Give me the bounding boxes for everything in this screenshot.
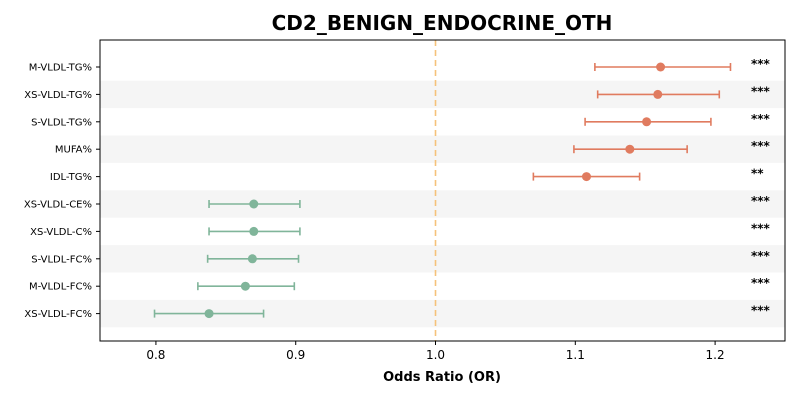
significance-label: *** bbox=[751, 276, 771, 290]
or-point bbox=[204, 309, 214, 319]
significance-label: *** bbox=[751, 249, 771, 263]
significance-label: *** bbox=[751, 139, 771, 153]
row-band bbox=[100, 245, 785, 273]
y-tick-label: XS-VLDL-C% bbox=[30, 227, 92, 238]
or-point bbox=[581, 172, 591, 182]
x-axis-ticks: 0.8 0.9 1.0 1.1 1.2 bbox=[146, 341, 725, 362]
or-point bbox=[249, 199, 259, 209]
y-tick-label: MUFA% bbox=[55, 145, 92, 156]
row-bands bbox=[100, 80, 785, 328]
x-tick-label: 1.1 bbox=[566, 348, 585, 362]
y-tick-label: M-VLDL-TG% bbox=[29, 63, 92, 74]
x-tick-label: 0.9 bbox=[286, 348, 305, 362]
plot-frame bbox=[99, 39, 786, 342]
significance-label: *** bbox=[751, 57, 771, 71]
or-point bbox=[249, 226, 259, 236]
y-tick-label: XS-VLDL-TG% bbox=[24, 90, 92, 101]
significance-labels: ***************************** bbox=[751, 57, 771, 318]
or-point bbox=[656, 62, 666, 72]
or-point bbox=[625, 144, 635, 154]
x-axis-label: Odds Ratio (OR) bbox=[383, 370, 501, 385]
y-tick-label: M-VLDL-FC% bbox=[29, 282, 92, 293]
chart-title: CD2_BENIGN_ENDOCRINE_OTH bbox=[272, 11, 613, 35]
y-tick-label: XS-VLDL-CE% bbox=[24, 200, 92, 211]
y-tick-label: S-VLDL-TG% bbox=[31, 117, 92, 128]
x-tick-label: 1.0 bbox=[426, 348, 445, 362]
y-axis-ticks: M-VLDL-TG% XS-VLDL-TG% S-VLDL-TG% MUFA% IDL-… bbox=[24, 63, 100, 320]
or-point bbox=[653, 89, 663, 99]
y-tick-label: IDL-TG% bbox=[50, 172, 92, 183]
y-tick-label: S-VLDL-FC% bbox=[31, 254, 92, 265]
significance-label: *** bbox=[751, 112, 771, 126]
or-point bbox=[240, 281, 250, 291]
significance-label: *** bbox=[751, 84, 771, 98]
significance-label: ** bbox=[751, 167, 764, 181]
data-marks bbox=[153, 62, 732, 319]
x-tick-label: 0.8 bbox=[146, 348, 165, 362]
significance-label: *** bbox=[751, 304, 771, 318]
significance-label: *** bbox=[751, 221, 771, 235]
or-point bbox=[247, 254, 257, 264]
x-tick-label: 1.2 bbox=[706, 348, 725, 362]
or-point bbox=[642, 117, 652, 127]
significance-label: *** bbox=[751, 194, 771, 208]
row-band bbox=[100, 190, 785, 218]
y-tick-label: XS-VLDL-FC% bbox=[24, 309, 92, 320]
